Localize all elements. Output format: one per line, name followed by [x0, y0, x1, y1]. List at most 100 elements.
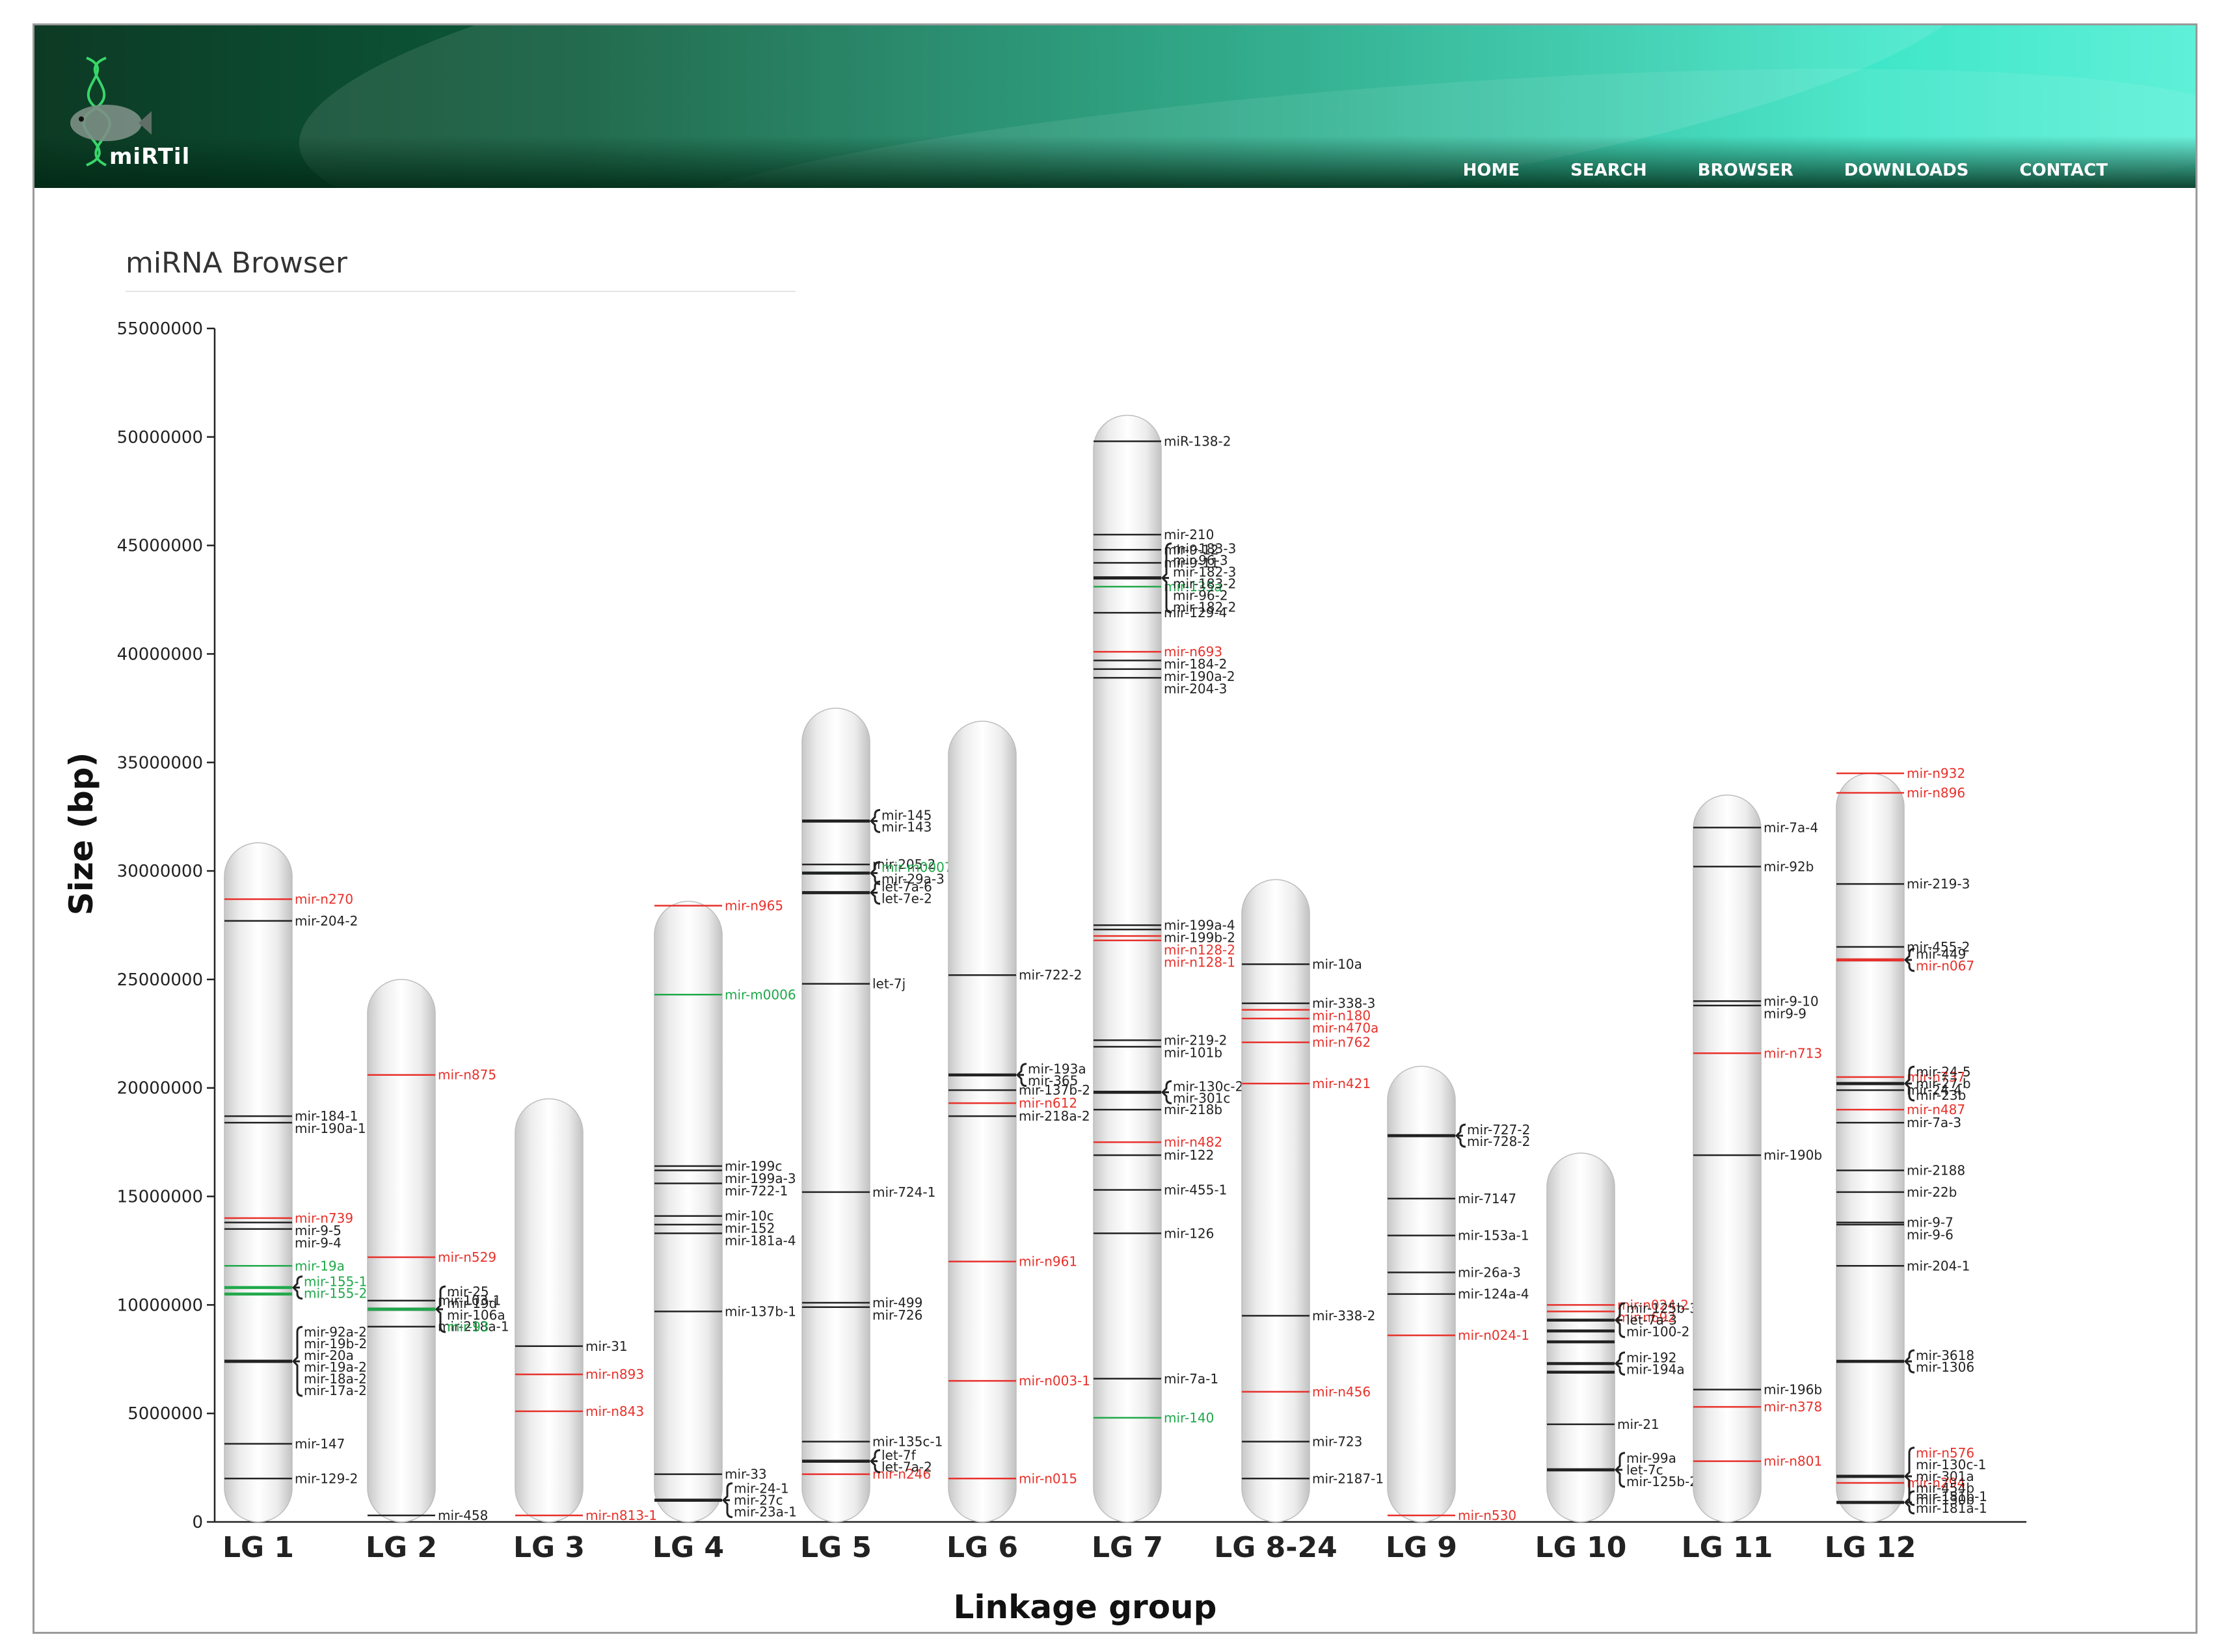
- mirna-label: mir-21: [1617, 1417, 1659, 1432]
- mirna-label: mir-458: [438, 1508, 488, 1523]
- chromosome-bar: [948, 721, 1017, 1523]
- mirna-label: mir-n576: [1916, 1445, 1974, 1461]
- mirna-label: mir-n801: [1764, 1454, 1822, 1469]
- mirna-label: mir-n530: [1458, 1508, 1516, 1523]
- mirna-label: mir-183-2: [1173, 576, 1236, 592]
- x-tick-label: LG 12: [1825, 1531, 1916, 1564]
- mirna-label: mir-2188: [1907, 1163, 1965, 1179]
- mirna-label: mir-n843: [585, 1404, 644, 1419]
- mirna-label: mir-20a: [304, 1348, 354, 1363]
- group-brace: [291, 1275, 303, 1300]
- nav-contact[interactable]: CONTACT: [2019, 161, 2108, 180]
- mirna-label: mir-183-3: [1173, 541, 1236, 557]
- y-tick-label: 40000000: [117, 645, 203, 664]
- x-tick-label: LG 1: [222, 1531, 294, 1564]
- mirna-label: mir-m0007: [881, 859, 953, 875]
- mirna-label: mir-204-2: [295, 913, 358, 929]
- y-tick-label: 20000000: [117, 1079, 203, 1099]
- mirna-label: mir-27c: [734, 1493, 783, 1508]
- mirna-label: mir-n015: [1019, 1471, 1077, 1486]
- mirna-label: mir-19b-2: [304, 1336, 367, 1352]
- mirna-label: mir-92b: [1764, 859, 1814, 874]
- tilapia-logo-icon[interactable]: [60, 51, 152, 168]
- y-tick-label: 45000000: [117, 537, 203, 556]
- mirna-label: mir-18a-2: [304, 1371, 367, 1387]
- mirna-label: mir-182-3: [1173, 565, 1236, 580]
- mirna-label: mir-192: [1626, 1350, 1676, 1365]
- x-tick-label: LG 7: [1092, 1531, 1163, 1564]
- mirna-label: mir-n965: [725, 898, 783, 913]
- group-brace: [1903, 1490, 1915, 1515]
- mirna-label: mir-24-4: [1907, 1082, 1962, 1098]
- mirna-label: mir-152: [725, 1221, 775, 1236]
- chromosome-bar: [224, 842, 293, 1523]
- mirna-label: mir-7a-1: [1164, 1371, 1218, 1387]
- x-tick-label: LG 11: [1682, 1531, 1773, 1564]
- mirna-label: mir-22b: [1907, 1184, 1957, 1200]
- mirna-label: mir-145: [881, 807, 932, 823]
- mirna-label: mir-199c: [725, 1158, 782, 1174]
- chromosome-bar: [654, 901, 723, 1523]
- mirna-label: let-7j: [872, 976, 906, 992]
- group-brace: [1614, 1351, 1626, 1376]
- mirna-label: mir-199a-3: [725, 1171, 796, 1186]
- mirna-label: mir-27-b: [1916, 1076, 1971, 1091]
- y-tick-label: 55000000: [117, 319, 203, 339]
- mirna-label: mir-3618: [1916, 1348, 1974, 1363]
- group-brace: [1903, 1446, 1915, 1506]
- group-brace: [869, 880, 881, 905]
- mirna-label: mir-147: [295, 1436, 345, 1452]
- mirna-label: mir-n482: [1164, 1134, 1222, 1150]
- mirna-label: mir-n024-1: [1458, 1327, 1529, 1343]
- mirna-label: mir-724-1: [872, 1184, 935, 1200]
- mirna-label: mir-143: [881, 819, 932, 834]
- mirna-label: mir-9-10: [1764, 993, 1819, 1009]
- mirna-label: mir-9-12: [1164, 542, 1219, 557]
- mirna-label: mir-26a-3: [1458, 1264, 1521, 1280]
- mirna-label: mir-19a: [295, 1258, 345, 1273]
- mirna-label: mir-218a-2: [1019, 1108, 1090, 1124]
- chromosome-bar: [367, 979, 436, 1523]
- mirna-label: mir-n896: [1907, 785, 1965, 801]
- x-tick-label: LG 4: [652, 1531, 724, 1564]
- y-tick-label: 15000000: [117, 1188, 203, 1207]
- mirna-label: mir-338-2: [1312, 1308, 1375, 1324]
- mirna-label: mir-122: [1164, 1147, 1214, 1163]
- mirna-label: mir-196b: [1764, 1381, 1822, 1397]
- mirna-label: mir-9-11: [1164, 555, 1219, 570]
- mirna-label: mir-n421: [1312, 1076, 1371, 1091]
- mirna-label: mir-2187-1: [1312, 1471, 1384, 1486]
- mirna-label: mir-n612: [1019, 1095, 1077, 1111]
- y-tick-label: 35000000: [117, 753, 203, 773]
- mirna-label: mir-126: [1164, 1225, 1214, 1241]
- x-tick-label: LG 5: [800, 1531, 872, 1564]
- mirna-label: mir-219-3: [1907, 876, 1970, 892]
- mirna-label: mir-155-1: [304, 1274, 367, 1290]
- site-logo-text[interactable]: miRTil: [109, 144, 191, 170]
- nav-browser[interactable]: BROWSER: [1697, 161, 1793, 180]
- nav-downloads[interactable]: DOWNLOADS: [1844, 161, 1969, 180]
- mirna-label: mir-n813-1: [585, 1508, 657, 1523]
- group-brace: [1455, 1123, 1466, 1148]
- group-brace: [1614, 1302, 1626, 1339]
- mirna-label: let-7a-3: [1626, 1312, 1677, 1328]
- mirna-label: mir-24-5: [1916, 1064, 1971, 1080]
- mirna-label: mir-338-3: [1312, 996, 1375, 1011]
- mirna-label: mir-190b: [1764, 1147, 1822, 1163]
- mirna-label: mir-184-1: [295, 1108, 358, 1124]
- mirna-label: mir-33: [725, 1467, 767, 1482]
- mirna-label: mir-n128-2: [1164, 942, 1235, 958]
- mirna-label: mir-365: [1028, 1073, 1078, 1089]
- mirna-label: mir-19d: [447, 1296, 497, 1311]
- nav-home[interactable]: HOME: [1462, 161, 1520, 180]
- x-tick-label: LG 10: [1535, 1531, 1627, 1564]
- group-brace: [1161, 1080, 1172, 1104]
- mirna-label: mir-n893: [585, 1366, 644, 1382]
- mirna-label: mir-n067: [1916, 958, 1974, 974]
- mirna-label: mir-96-3: [1173, 553, 1228, 568]
- mirna-label: mir-218a-1: [438, 1319, 509, 1335]
- mirna-label: mir-101b: [1164, 1045, 1222, 1060]
- group-brace: [721, 1482, 733, 1519]
- mirna-label: mir-210: [1164, 527, 1214, 542]
- nav-search[interactable]: SEARCH: [1570, 161, 1647, 180]
